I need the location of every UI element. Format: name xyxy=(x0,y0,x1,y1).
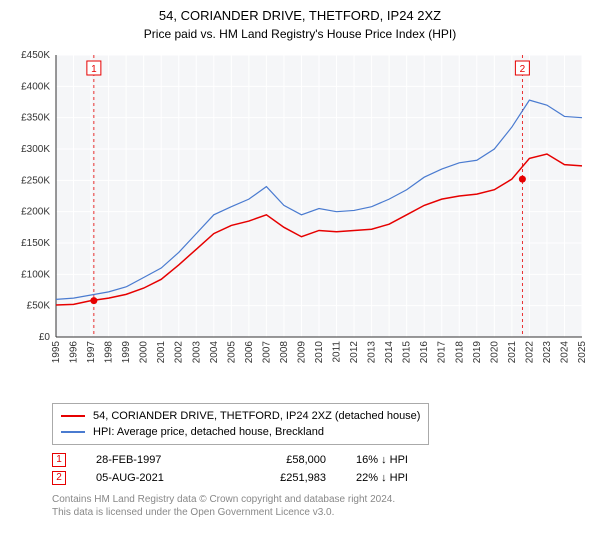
svg-text:1999: 1999 xyxy=(121,341,132,364)
footer-attribution: Contains HM Land Registry data © Crown c… xyxy=(52,493,588,519)
svg-text:2: 2 xyxy=(520,64,526,75)
marker-date: 28-FEB-1997 xyxy=(96,451,216,469)
svg-text:2008: 2008 xyxy=(279,341,290,364)
svg-text:1996: 1996 xyxy=(69,341,80,364)
marker-price: £58,000 xyxy=(246,451,326,469)
svg-text:2015: 2015 xyxy=(402,341,413,364)
svg-text:2018: 2018 xyxy=(454,341,465,364)
svg-text:2004: 2004 xyxy=(209,341,220,364)
svg-text:2020: 2020 xyxy=(489,341,500,364)
footer-line: Contains HM Land Registry data © Crown c… xyxy=(52,493,588,506)
svg-text:2007: 2007 xyxy=(261,341,272,364)
marker-price: £251,983 xyxy=(246,469,326,487)
svg-text:2022: 2022 xyxy=(524,341,535,364)
svg-text:£400K: £400K xyxy=(21,81,50,92)
svg-text:2016: 2016 xyxy=(419,341,430,364)
svg-text:£350K: £350K xyxy=(21,113,50,124)
svg-text:1998: 1998 xyxy=(104,341,115,364)
chart-subtitle: Price paid vs. HM Land Registry's House … xyxy=(12,27,588,41)
svg-text:2024: 2024 xyxy=(559,341,570,364)
svg-text:£150K: £150K xyxy=(21,238,50,249)
legend-label: 54, CORIANDER DRIVE, THETFORD, IP24 2XZ … xyxy=(93,408,420,424)
svg-text:1997: 1997 xyxy=(86,341,97,364)
svg-text:2023: 2023 xyxy=(542,341,553,364)
svg-text:£100K: £100K xyxy=(21,269,50,280)
marker-badge: 2 xyxy=(52,471,66,485)
legend: 54, CORIANDER DRIVE, THETFORD, IP24 2XZ … xyxy=(52,403,429,445)
svg-text:£450K: £450K xyxy=(21,50,50,61)
legend-row: HPI: Average price, detached house, Brec… xyxy=(61,424,420,440)
legend-row: 54, CORIANDER DRIVE, THETFORD, IP24 2XZ … xyxy=(61,408,420,424)
chart-title: 54, CORIANDER DRIVE, THETFORD, IP24 2XZ xyxy=(12,8,588,23)
svg-text:2021: 2021 xyxy=(507,341,518,364)
marker-badge: 1 xyxy=(52,453,66,467)
svg-text:2017: 2017 xyxy=(437,341,448,364)
marker-date: 05-AUG-2021 xyxy=(96,469,216,487)
chart-area: £0 £50K £100K £150K £200K £250K £300K £350K £400… xyxy=(12,47,588,397)
svg-text:1995: 1995 xyxy=(51,341,62,364)
svg-text:2025: 2025 xyxy=(577,341,588,364)
svg-text:£50K: £50K xyxy=(27,301,51,312)
legend-swatch xyxy=(61,415,85,417)
svg-text:2000: 2000 xyxy=(139,341,150,364)
svg-text:2014: 2014 xyxy=(384,341,395,364)
legend-label: HPI: Average price, detached house, Brec… xyxy=(93,424,324,440)
svg-text:£250K: £250K xyxy=(21,175,50,186)
marker-row: 2 05-AUG-2021 £251,983 22% ↓ HPI xyxy=(52,469,588,487)
marker-row: 1 28-FEB-1997 £58,000 16% ↓ HPI xyxy=(52,451,588,469)
svg-text:2013: 2013 xyxy=(367,341,378,364)
footer-line: This data is licensed under the Open Gov… xyxy=(52,506,588,519)
svg-text:2019: 2019 xyxy=(472,341,483,364)
svg-text:1: 1 xyxy=(91,64,97,75)
svg-text:2009: 2009 xyxy=(296,341,307,364)
svg-text:2011: 2011 xyxy=(332,341,343,363)
line-chart-svg: £0 £50K £100K £150K £200K £250K £300K £350K £400… xyxy=(12,47,588,397)
svg-text:£200K: £200K xyxy=(21,207,50,218)
marker-diff: 16% ↓ HPI xyxy=(356,451,456,469)
svg-text:2012: 2012 xyxy=(349,341,360,364)
svg-text:£0: £0 xyxy=(39,332,51,343)
svg-text:2002: 2002 xyxy=(174,341,185,364)
svg-text:£300K: £300K xyxy=(21,144,50,155)
svg-text:2001: 2001 xyxy=(156,341,167,364)
marker-diff: 22% ↓ HPI xyxy=(356,469,456,487)
svg-text:2010: 2010 xyxy=(314,341,325,364)
svg-text:2005: 2005 xyxy=(226,341,237,364)
legend-swatch xyxy=(61,431,85,433)
svg-text:2003: 2003 xyxy=(191,341,202,364)
marker-table: 1 28-FEB-1997 £58,000 16% ↓ HPI 2 05-AUG-2021… xyxy=(52,451,588,487)
svg-text:2006: 2006 xyxy=(244,341,255,364)
